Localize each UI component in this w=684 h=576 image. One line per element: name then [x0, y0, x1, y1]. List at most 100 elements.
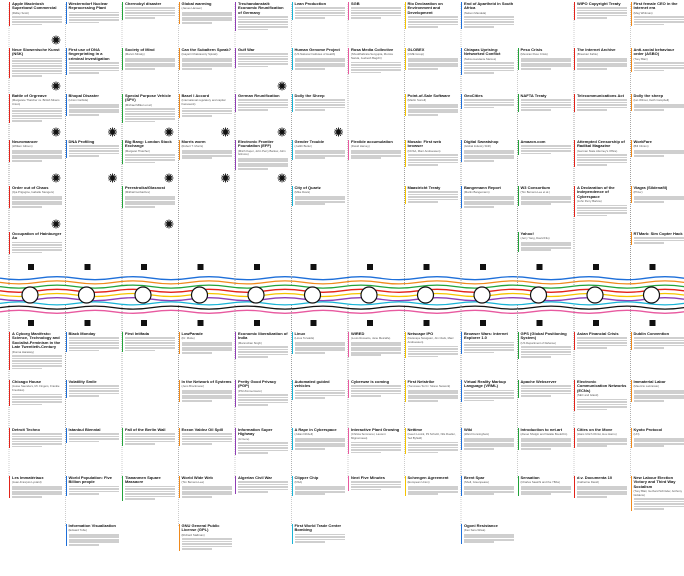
event-card[interactable]: Global warming (James Hansen): [178, 1, 232, 25]
event-card[interactable]: City of Quartz (Mike Davis): [291, 185, 345, 206]
event-card[interactable]: Economic liberalization of India (Manmoha…: [235, 331, 288, 359]
event-card[interactable]: DNA Profiling: [65, 139, 119, 158]
event-card[interactable]: Volatility Smile: [65, 379, 119, 398]
event-card[interactable]: SGB: [348, 1, 401, 20]
event-card[interactable]: GeoCities: [461, 93, 514, 110]
event-card[interactable]: Yahoo! (Jerry Yang, David Filo): [517, 231, 571, 252]
event-card[interactable]: Big Bang: London Stock Exchange (Margaret…: [122, 139, 175, 165]
event-card[interactable]: Chiapas Uprising: Networked Conflict (Sub…: [461, 47, 514, 75]
event-card[interactable]: Mosaic: First web browser (NCSA, Marc And…: [404, 139, 458, 167]
event-card[interactable]: Society of Mind (Marvin Minsky): [122, 47, 175, 71]
event-card[interactable]: Next Five Minutes: [348, 475, 401, 492]
event-card[interactable]: Special Purpose Vehicle (SPV) (Michael Mi…: [122, 93, 175, 124]
event-card[interactable]: Perestroika/Glasnost (Mikhail Gorbachev): [122, 185, 175, 209]
event-card[interactable]: Interactive Plant Growing (Christa Sommer…: [348, 427, 401, 455]
event-card[interactable]: Fall of the Berlin Wall: [122, 427, 175, 446]
event-card[interactable]: Chernobyl disaster: [122, 1, 175, 20]
event-card[interactable]: Telecommunications Act: [574, 93, 627, 112]
event-card[interactable]: Brent Spar (Shell, Greenpeace): [461, 475, 514, 496]
event-card[interactable]: WorkFare (Bill Clinton): [630, 139, 684, 158]
event-card[interactable]: WIPO Copyright Treaty: [574, 1, 627, 20]
event-card[interactable]: Tiananmen Square Massacre: [122, 475, 175, 501]
event-card[interactable]: Order out of Chaos (Ilya Prigogine, Isabe…: [9, 185, 62, 209]
event-card[interactable]: Morris worm (Robert T. Morris): [178, 139, 232, 160]
event-card[interactable]: First use of DNA fingerprinting in a cri…: [65, 47, 119, 75]
event-card[interactable]: Pretty Good Privacy (PGP) (Phil Zimmerman…: [235, 379, 288, 407]
event-card[interactable]: Exxon Valdez Oil Spill: [178, 427, 232, 446]
event-card[interactable]: A Rape in Cyberspace (Julian Dibbell): [291, 427, 345, 451]
event-card[interactable]: Maastricht Treaty: [404, 185, 458, 204]
event-card[interactable]: Introduction to net.art (Alexei Shulgin a…: [517, 427, 571, 451]
event-card[interactable]: GNU General Public License (GPL) (Richard…: [178, 523, 232, 551]
event-card[interactable]: Digital Sweatshop (Global Industry Shift): [461, 139, 514, 163]
event-card[interactable]: Rosa Media Collective (Shuddhabrata Sengu…: [348, 47, 401, 75]
event-card[interactable]: Bhopal Disaster (Union Carbide): [65, 93, 119, 117]
event-card[interactable]: Treuhandanstalt: Economic Reunification …: [235, 1, 288, 32]
event-card[interactable]: Algerian Civil War: [235, 475, 288, 494]
event-card[interactable]: Cities on the Move (Hans Ulrich Obrist, H…: [574, 427, 627, 448]
event-card[interactable]: NAFTA Treaty: [517, 93, 571, 112]
event-card[interactable]: World Population: Five Billion people: [65, 475, 119, 496]
event-card[interactable]: Bangemann Report (Martin Bangemann): [461, 185, 514, 209]
event-card[interactable]: Dolly the Sheep: [291, 93, 345, 112]
event-card[interactable]: Occupation of Hainburger Au: [9, 231, 62, 255]
event-card[interactable]: A Cyborg Manifesto: Science, Technology …: [9, 331, 62, 371]
event-card[interactable]: Can the Subaltern Speak? (Gayatri Chakrav…: [178, 47, 232, 71]
event-card[interactable]: RTMark: Sim Copter Hack: [630, 231, 684, 245]
event-card[interactable]: Netscape IPO (Netscape Navigator, Jim Cla…: [404, 331, 458, 359]
event-card[interactable]: German Reunification: [235, 93, 288, 112]
event-card[interactable]: Viagra (Sildenafil) (Pfizer): [630, 185, 684, 204]
event-card[interactable]: World Wide Web (Tim Berners-Lee): [178, 475, 232, 499]
event-card[interactable]: Anti-social behaviour order (ASBO) (Tony …: [630, 47, 684, 73]
event-card[interactable]: Detroit Techno: [9, 427, 62, 449]
event-card[interactable]: Les Immatériaux (Jean-François Lyotard): [9, 475, 62, 499]
event-card[interactable]: Amazon.com: [517, 139, 571, 156]
event-card[interactable]: Neuromancer (William Gibson): [9, 139, 62, 163]
event-card[interactable]: New Labour Election Victory and Third Wa…: [630, 475, 684, 511]
event-card[interactable]: Chicago House (Jesse Saunders, Mr. Finger…: [9, 379, 62, 407]
event-card[interactable]: Asian Financial Crisis: [574, 331, 627, 350]
event-card[interactable]: Human Genome Project (US National Institu…: [291, 47, 345, 71]
event-card[interactable]: Dublin Convention: [630, 331, 684, 350]
event-card[interactable]: GPS (Global Positioning System) (US Depar…: [517, 331, 571, 359]
event-card[interactable]: Basel I Accord (International regulatory …: [178, 93, 232, 118]
event-card[interactable]: Flexible accumulation (David Harvey): [348, 139, 401, 160]
event-card[interactable]: Browser Wars: Internet Explorer 1.0: [461, 331, 514, 355]
event-card[interactable]: Point-of-Sale Software (Martin Sorrell): [404, 93, 458, 117]
event-card[interactable]: Lean Production: [291, 1, 345, 20]
event-card[interactable]: Electronic Communication Networks (ECNs)…: [574, 379, 627, 412]
event-card[interactable]: Clipper Chip (NSA): [291, 475, 345, 496]
event-card[interactable]: Black Monday: [65, 331, 119, 353]
event-card[interactable]: Gulf War: [235, 47, 288, 69]
event-card[interactable]: Nettime (Geert Lovink, Pit Schultz, Nils …: [404, 427, 458, 455]
event-card[interactable]: Gender Trouble (Judith Butler): [291, 139, 345, 160]
event-card[interactable]: Istanbul Biennial: [65, 427, 119, 444]
event-card[interactable]: W3 Consortium (Tim Berners-Lee et al.): [517, 185, 571, 206]
event-card[interactable]: Automated guided vehicles: [291, 379, 345, 400]
event-card[interactable]: The Internet Archive (Brewster Kahle): [574, 47, 627, 71]
event-card[interactable]: Electronic Frontier Foundation (EFF) (Mit…: [235, 139, 288, 171]
event-card[interactable]: Neue Slowenische Kunst (NSK): [9, 47, 62, 78]
event-card[interactable]: GLOBEX (CME Group): [404, 47, 458, 71]
event-card[interactable]: Attempted Censorship of Radikal Magazine…: [574, 139, 627, 167]
event-card[interactable]: Cyberwar is coming: [348, 379, 401, 398]
event-card[interactable]: Information Visualization (Edward Tufte): [65, 523, 119, 547]
event-card[interactable]: First Intifada: [122, 331, 175, 353]
event-card[interactable]: End of Apartheid in South Africa (Nelson …: [461, 1, 514, 29]
event-card[interactable]: Rio Declaration on Environment and Devel…: [404, 1, 458, 29]
event-card[interactable]: First female CEO in the Internet era (Meg…: [630, 1, 684, 27]
event-card[interactable]: Linux (Linus Torvalds): [291, 331, 345, 355]
event-card[interactable]: Ogoni Resistance (Ken Saro-Wiwa): [461, 523, 514, 544]
event-card[interactable]: Apache Webserver: [517, 379, 571, 398]
event-card[interactable]: A Declaration of the Independence of Cyb…: [574, 185, 627, 218]
event-card[interactable]: Apple Macintosh Superbowl Commercial (Rid…: [9, 1, 62, 27]
event-card[interactable]: Battle of Orgreave (Margarete Thatcher vs…: [9, 93, 62, 123]
event-card[interactable]: Kyoto Protocol (UN): [630, 427, 684, 448]
event-card[interactable]: Virtual Reality Markup Language (VRML): [461, 379, 514, 403]
event-card[interactable]: Wiki (Ward Cunningham): [461, 427, 514, 451]
event-card[interactable]: Dolly the sheep (Ian Wilmut, Keith Campbe…: [630, 93, 684, 112]
event-card[interactable]: Immaterial Labor (Maurizio Lazzarato): [630, 379, 684, 403]
event-card[interactable]: Information Super Highway (Al Gore): [235, 427, 288, 455]
event-card[interactable]: First World Trade Center Bombing: [291, 523, 345, 544]
event-card[interactable]: LowParade (Dr. Motte): [178, 331, 232, 355]
